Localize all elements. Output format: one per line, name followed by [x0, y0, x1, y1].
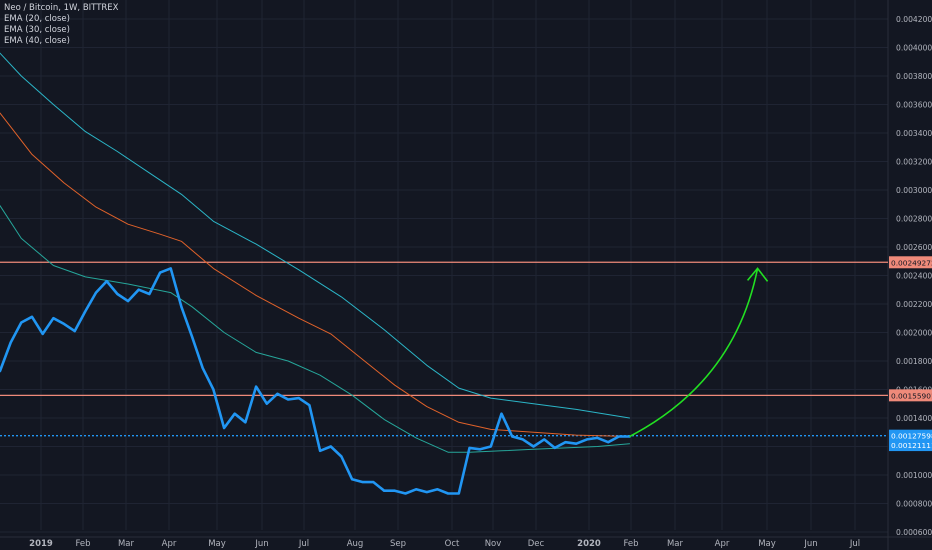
y-tick-label: 0.00360000: [896, 101, 932, 110]
x-tick-label: Feb: [623, 539, 638, 549]
current-price-label: 0.00127598: [891, 432, 932, 441]
x-tick-label: Jun: [254, 539, 268, 549]
x-tick-label: Apr: [715, 539, 730, 549]
y-tick-label: 0.00340000: [896, 129, 932, 138]
x-tick-label: Jul: [849, 539, 860, 549]
y-tick-label: 0.00200000: [896, 329, 932, 338]
legend-symbol: Neo / Bitcoin, 1W, BITTREX: [4, 3, 119, 13]
ema30-line: [0, 112, 630, 437]
y-tick-label: 0.00400000: [896, 44, 932, 53]
x-tick-label: Apr: [162, 539, 177, 549]
y-tick-label: 0.00420000: [896, 15, 932, 24]
x-tick-label: Nov: [485, 539, 502, 549]
ema20-line: [0, 205, 630, 453]
y-tick-label: 0.00380000: [896, 72, 932, 81]
y-tick-label: 0.00180000: [896, 357, 932, 366]
x-tick-label: Oct: [445, 539, 460, 549]
y-tick-label: 0.00060000: [896, 528, 932, 537]
y-tick-label: 0.00260000: [896, 243, 932, 252]
y-tick-label: 0.00320000: [896, 158, 932, 167]
x-tick-label: Sep: [390, 539, 406, 549]
resistance-low-label: 0.00155901: [891, 391, 932, 400]
resistance-low-badge: [889, 389, 932, 402]
x-tick-label: Jun: [803, 539, 817, 549]
ema20-value-label: 0.00121111: [891, 441, 932, 450]
x-tick-label: Aug: [347, 539, 364, 549]
y-tick-label: 0.00220000: [896, 300, 932, 309]
legend-ema40: EMA (40, close): [4, 36, 70, 46]
forecast-arrow: [629, 268, 759, 438]
price-line: [0, 267, 631, 495]
ema20-value-badge: [889, 439, 932, 452]
x-tick-label: 2020: [577, 539, 601, 549]
x-tick-label: Dec: [528, 539, 545, 549]
y-tick-label: 0.00280000: [896, 215, 932, 224]
y-tick-label: 0.00300000: [896, 186, 932, 195]
x-tick-label: Mar: [118, 539, 135, 549]
y-tick-label: 0.00080000: [896, 500, 932, 509]
x-tick-label: Feb: [75, 539, 90, 549]
x-tick-label: May: [208, 539, 226, 549]
y-tick-label: 0.00140000: [896, 414, 932, 423]
x-tick-label: Jul: [298, 539, 309, 549]
legend-ema30: EMA (30, close): [4, 25, 70, 35]
current-price-badge: [889, 429, 932, 442]
legend-ema20: EMA (20, close): [4, 14, 70, 24]
y-tick-label: 0.00100000: [896, 471, 932, 480]
x-tick-label: 2019: [29, 539, 53, 549]
forecast-arrow-head: [746, 267, 769, 282]
x-tick-label: Mar: [667, 539, 684, 549]
y-tick-label: 0.00240000: [896, 272, 932, 281]
resistance-high-badge: [889, 256, 932, 269]
chart-legend: Neo / Bitcoin, 1W, BITTREX EMA (20, clos…: [4, 3, 119, 47]
ema40-line: [0, 52, 630, 419]
resistance-high-label: 0.00249272: [891, 258, 932, 267]
x-tick-label: May: [758, 539, 776, 549]
